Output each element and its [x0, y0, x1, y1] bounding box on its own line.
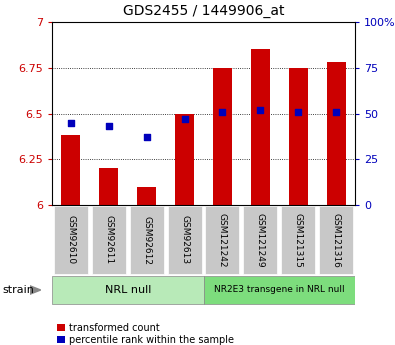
FancyBboxPatch shape	[167, 206, 201, 274]
Bar	[213, 68, 232, 205]
Point	[295, 109, 301, 115]
Text: GSM121315: GSM121315	[294, 213, 303, 267]
Bar	[100, 168, 118, 205]
Text: strain: strain	[2, 285, 34, 295]
Point	[143, 135, 150, 140]
Text: GDS2455 / 1449906_at: GDS2455 / 1449906_at	[123, 4, 284, 18]
Text: GSM121249: GSM121249	[256, 213, 265, 267]
FancyBboxPatch shape	[205, 206, 239, 274]
Bar	[137, 187, 156, 205]
Text: GSM121316: GSM121316	[331, 213, 340, 267]
FancyBboxPatch shape	[243, 206, 277, 274]
Text: GSM92612: GSM92612	[142, 216, 151, 265]
FancyBboxPatch shape	[203, 276, 355, 304]
Point	[105, 124, 112, 129]
FancyBboxPatch shape	[92, 206, 126, 274]
Point	[219, 109, 226, 115]
Bar	[289, 68, 308, 205]
FancyBboxPatch shape	[130, 206, 164, 274]
Bar	[175, 114, 194, 205]
Text: NR2E3 transgene in NRL null: NR2E3 transgene in NRL null	[214, 286, 344, 295]
Text: GSM92610: GSM92610	[66, 215, 75, 265]
Bar	[327, 62, 346, 205]
Point	[257, 107, 263, 112]
Point	[333, 109, 339, 115]
FancyBboxPatch shape	[52, 276, 203, 304]
Bar	[251, 49, 270, 205]
Bar	[62, 136, 81, 205]
FancyBboxPatch shape	[319, 206, 353, 274]
Text: GSM121242: GSM121242	[218, 213, 227, 267]
FancyBboxPatch shape	[281, 206, 315, 274]
Point	[181, 116, 188, 122]
FancyBboxPatch shape	[54, 206, 88, 274]
Text: NRL null: NRL null	[105, 285, 151, 295]
Point	[68, 120, 74, 126]
Polygon shape	[30, 286, 41, 294]
Legend: transformed count, percentile rank within the sample: transformed count, percentile rank withi…	[57, 323, 233, 345]
Text: GSM92613: GSM92613	[180, 215, 189, 265]
Text: GSM92611: GSM92611	[104, 215, 113, 265]
